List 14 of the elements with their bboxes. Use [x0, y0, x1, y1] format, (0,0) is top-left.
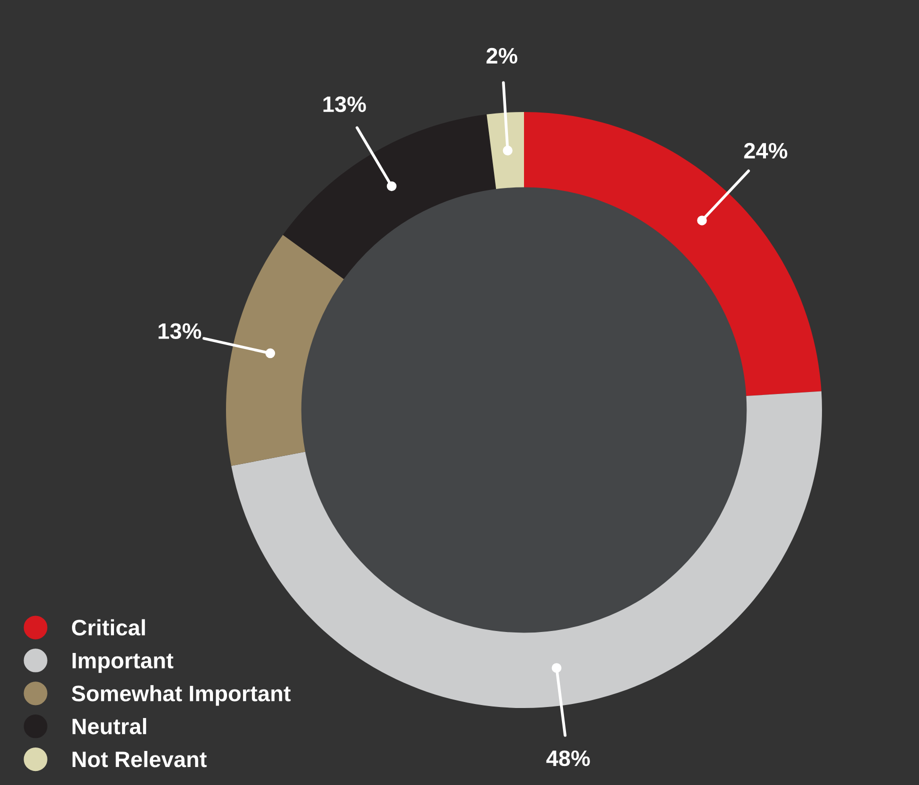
legend-label: Neutral — [72, 718, 146, 734]
data-label: 13% — [158, 323, 202, 339]
donut-slice — [524, 112, 822, 396]
donut-slice — [282, 114, 496, 280]
data-label: 48% — [546, 750, 590, 766]
donut-slice — [486, 112, 524, 190]
data-label: 24% — [744, 142, 788, 159]
data-label: 13% — [323, 96, 366, 112]
donut-slice — [226, 234, 344, 466]
legend-label: Not Relevant — [72, 750, 207, 768]
legend-label: Critical — [72, 619, 145, 636]
data-label: 2% — [486, 48, 518, 64]
legend-label: Somewhat Important — [72, 685, 291, 706]
legend-label: Important — [72, 652, 174, 673]
